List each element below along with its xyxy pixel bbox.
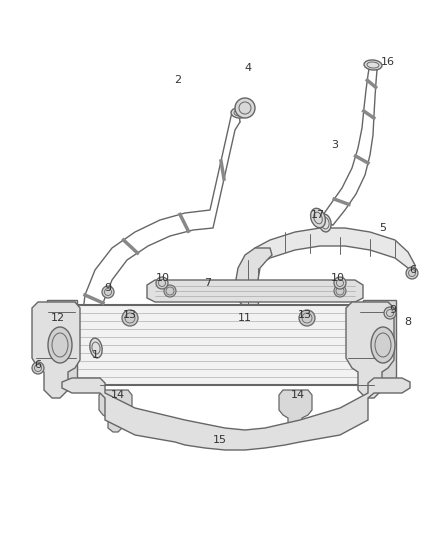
Circle shape <box>32 362 44 374</box>
Polygon shape <box>363 300 396 390</box>
Text: 7: 7 <box>205 278 212 288</box>
Text: 2: 2 <box>174 75 182 85</box>
Text: 13: 13 <box>298 310 312 320</box>
Polygon shape <box>235 248 272 310</box>
Circle shape <box>406 267 418 279</box>
Text: 9: 9 <box>389 305 396 315</box>
Polygon shape <box>99 390 132 432</box>
Text: 16: 16 <box>381 57 395 67</box>
Text: 17: 17 <box>311 210 325 220</box>
Ellipse shape <box>311 208 325 228</box>
Text: 10: 10 <box>156 273 170 283</box>
Ellipse shape <box>90 338 102 358</box>
Circle shape <box>299 310 315 326</box>
Ellipse shape <box>231 108 247 118</box>
Polygon shape <box>279 390 312 432</box>
Text: 6: 6 <box>35 360 42 370</box>
Circle shape <box>122 310 138 326</box>
Circle shape <box>334 277 346 289</box>
Circle shape <box>164 285 176 297</box>
Circle shape <box>156 277 168 289</box>
Text: 11: 11 <box>238 313 252 323</box>
Polygon shape <box>62 378 410 450</box>
Text: 14: 14 <box>111 390 125 400</box>
Circle shape <box>334 285 346 297</box>
Text: 10: 10 <box>331 273 345 283</box>
Text: 1: 1 <box>92 350 99 360</box>
Text: 13: 13 <box>123 310 137 320</box>
Ellipse shape <box>371 327 395 363</box>
Text: 8: 8 <box>404 317 412 327</box>
Polygon shape <box>47 300 77 390</box>
Circle shape <box>102 286 114 298</box>
Circle shape <box>384 307 396 319</box>
Ellipse shape <box>48 327 72 363</box>
Text: 5: 5 <box>379 223 386 233</box>
Ellipse shape <box>364 60 382 70</box>
Text: 9: 9 <box>104 283 112 293</box>
Ellipse shape <box>319 214 331 232</box>
Text: 12: 12 <box>51 313 65 323</box>
Polygon shape <box>255 228 415 275</box>
Polygon shape <box>147 280 363 302</box>
Circle shape <box>235 98 255 118</box>
Text: 15: 15 <box>213 435 227 445</box>
Text: 4: 4 <box>244 63 251 73</box>
Text: 14: 14 <box>291 390 305 400</box>
Text: 3: 3 <box>332 140 339 150</box>
Text: 6: 6 <box>410 265 417 275</box>
Polygon shape <box>346 302 394 398</box>
Polygon shape <box>72 305 368 385</box>
Polygon shape <box>32 302 80 398</box>
